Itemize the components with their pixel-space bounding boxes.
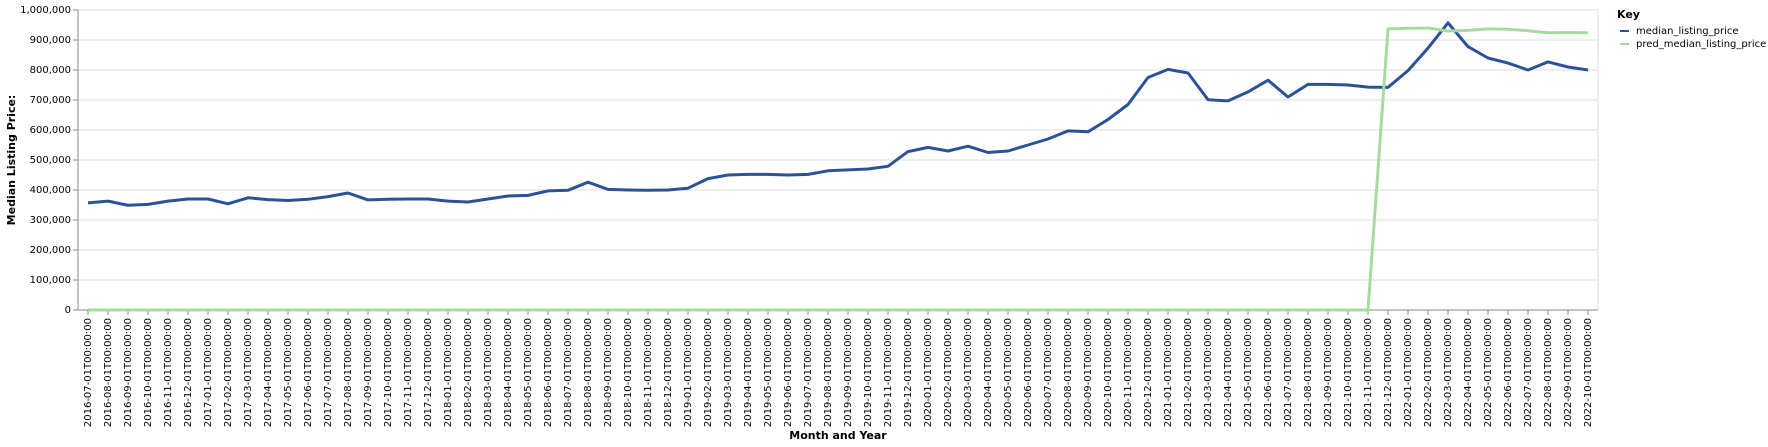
x-tick-label: 2018-01-01T00:00:00 [443, 318, 454, 427]
x-tick-label: 2021-02-01T00:00:00 [1183, 318, 1194, 427]
x-tick-label: 2022-03-01T00:00:00 [1443, 318, 1454, 427]
x-tick-label: 2019-12-01T00:00:00 [903, 318, 914, 427]
x-tick-label: 2018-02-01T00:00:00 [463, 318, 474, 427]
x-axis-title: Month and Year [789, 429, 887, 442]
y-tick-label: 300,000 [30, 215, 71, 226]
x-tick-label: 2018-07-01T00:00:00 [563, 318, 574, 427]
x-tick-label: 2021-12-01T00:00:00 [1383, 318, 1394, 427]
x-tick-label: 2018-12-01T00:00:00 [663, 318, 674, 427]
x-tick-label: 2019-06-01T00:00:00 [783, 318, 794, 427]
x-tick-label: 2017-03-01T00:00:00 [243, 318, 254, 427]
x-tick-label: 2020-07-01T00:00:00 [1043, 318, 1054, 427]
x-tick-label: 2021-08-01T00:00:00 [1303, 318, 1314, 427]
y-axis-title: Median Listing Price: [5, 95, 18, 226]
x-tick-label: 2018-06-01T00:00:00 [543, 318, 554, 427]
x-tick-label: 2022-06-01T00:00:00 [1503, 318, 1514, 427]
x-tick-label: 2021-03-01T00:00:00 [1203, 318, 1214, 427]
y-tick-label: 700,000 [30, 95, 71, 106]
x-tick-label: 2018-11-01T00:00:00 [643, 318, 654, 427]
x-tick-label: 2019-10-01T00:00:00 [863, 318, 874, 427]
x-tick-label: 2017-09-01T00:00:00 [363, 318, 374, 427]
x-tick-label: 2017-04-01T00:00:00 [263, 318, 274, 427]
x-tick-label: 2016-11-01T00:00:00 [163, 318, 174, 427]
y-tick-label: 800,000 [30, 65, 71, 76]
x-tick-label: 2016-09-01T00:00:00 [123, 318, 134, 427]
x-tick-label: 2019-02-01T00:00:00 [703, 318, 714, 427]
x-tick-label: 2018-08-01T00:00:00 [583, 318, 594, 427]
y-tick-label: 600,000 [30, 125, 71, 136]
x-tick-label: 2020-06-01T00:00:00 [1023, 318, 1034, 427]
x-tick-label: 2021-09-01T00:00:00 [1323, 318, 1334, 427]
x-tick-label: 2022-09-01T00:00:00 [1563, 318, 1574, 427]
x-tick-label: 2017-05-01T00:00:00 [283, 318, 294, 427]
x-tick-label: 2020-02-01T00:00:00 [943, 318, 954, 427]
x-tick-label: 2018-04-01T00:00:00 [503, 318, 514, 427]
x-tick-label: 2018-05-01T00:00:00 [523, 318, 534, 427]
legend-label: median_listing_price [1636, 26, 1739, 37]
x-tick-label: 2020-03-01T00:00:00 [963, 318, 974, 427]
x-tick-label: 2022-05-01T00:00:00 [1483, 318, 1494, 427]
x-tick-label: 2019-11-01T00:00:00 [883, 318, 894, 427]
x-tick-label: 2018-10-01T00:00:00 [623, 318, 634, 427]
x-tick-label: 2017-01-01T00:00:00 [203, 318, 214, 427]
x-tick-label: 2020-11-01T00:00:00 [1123, 318, 1134, 427]
x-tick-label: 2019-09-01T00:00:00 [843, 318, 854, 427]
x-tick-label: 2020-10-01T00:00:00 [1103, 318, 1114, 427]
x-tick-label: 2021-10-01T00:00:00 [1343, 318, 1354, 427]
x-tick-label: 2020-09-01T00:00:00 [1083, 318, 1094, 427]
series-line [87, 21, 1589, 207]
y-tick-label: 900,000 [30, 35, 71, 46]
legend-label: pred_median_listing_price [1636, 39, 1766, 50]
x-tick-label: 2020-05-01T00:00:00 [1003, 318, 1014, 427]
x-tick-label: 2022-01-01T00:00:00 [1403, 318, 1414, 427]
x-tick-label: 2017-08-01T00:00:00 [343, 318, 354, 427]
y-tick-label: 500,000 [30, 155, 71, 166]
x-tick-label: 2016-10-01T00:00:00 [143, 318, 154, 427]
x-tick-label: 2018-03-01T00:00:00 [483, 318, 494, 427]
x-tick-label: 2018-09-01T00:00:00 [603, 318, 614, 427]
x-tick-label: 2017-10-01T00:00:00 [383, 318, 394, 427]
x-tick-label: 2020-04-01T00:00:00 [983, 318, 994, 427]
x-tick-label: 2021-01-01T00:00:00 [1163, 318, 1174, 427]
x-tick-label: 2017-06-01T00:00:00 [303, 318, 314, 427]
x-tick-label: 2021-04-01T00:00:00 [1223, 318, 1234, 427]
x-tick-label: 2019-04-01T00:00:00 [743, 318, 754, 427]
x-tick-label: 2022-10-01T00:00:00 [1583, 318, 1594, 427]
y-tick-label: 0 [65, 305, 71, 316]
x-tick-label: 2022-08-01T00:00:00 [1543, 318, 1554, 427]
x-tick-label: 2021-05-01T00:00:00 [1243, 318, 1254, 427]
x-tick-label: 2016-12-01T00:00:00 [183, 318, 194, 427]
x-tick-label: 2021-07-01T00:00:00 [1283, 318, 1294, 427]
x-tick-label: 2021-06-01T00:00:00 [1263, 318, 1274, 427]
y-tick-label: 400,000 [30, 185, 71, 196]
legend-title: Key [1617, 8, 1640, 21]
x-tick-label: 2019-03-01T00:00:00 [723, 318, 734, 427]
x-tick-label: 2020-01-01T00:00:00 [923, 318, 934, 427]
x-tick-label: 2019-07-01T00:00:00 [803, 318, 814, 427]
x-tick-label: 2021-11-01T00:00:00 [1363, 318, 1374, 427]
y-tick-label: 1,000,000 [20, 5, 71, 16]
x-tick-label: 2022-04-01T00:00:00 [1463, 318, 1474, 427]
x-tick-label: 2020-08-01T00:00:00 [1063, 318, 1074, 427]
x-tick-label: 2017-02-01T00:00:00 [223, 318, 234, 427]
series-line [88, 26, 1589, 312]
x-tick-label: 2016-08-01T00:00:00 [103, 318, 114, 427]
x-tick-label: 2017-07-01T00:00:00 [323, 318, 334, 427]
x-tick-label: 2019-01-01T00:00:00 [683, 318, 694, 427]
x-tick-label: 2022-02-01T00:00:00 [1423, 318, 1434, 427]
y-tick-label: 200,000 [30, 245, 71, 256]
x-tick-label: 2020-12-01T00:00:00 [1143, 318, 1154, 427]
y-tick-label: 100,000 [30, 275, 71, 286]
x-tick-label: 2022-07-01T00:00:00 [1523, 318, 1534, 427]
x-tick-label: 2016-07-01T00:00:00 [83, 318, 94, 427]
x-tick-label: 2017-12-01T00:00:00 [423, 318, 434, 427]
x-tick-label: 2019-08-01T00:00:00 [823, 318, 834, 427]
x-tick-label: 2019-05-01T00:00:00 [763, 318, 774, 427]
x-tick-label: 2017-11-01T00:00:00 [403, 318, 414, 427]
